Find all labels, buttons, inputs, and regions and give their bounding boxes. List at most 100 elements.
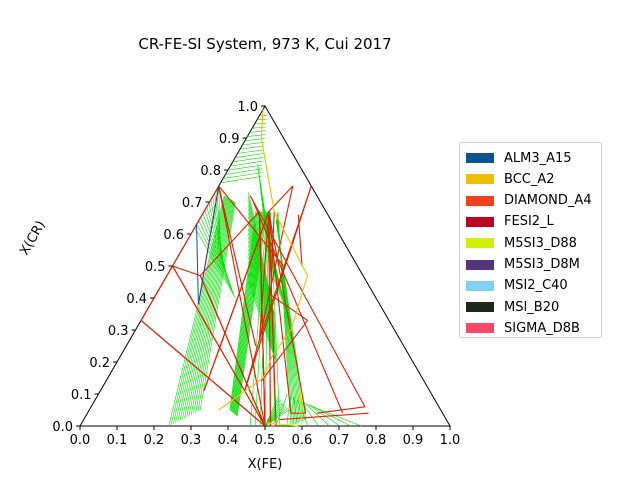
y-tick-label: 0.6	[163, 228, 184, 243]
tieline	[168, 195, 225, 427]
legend-swatch	[466, 323, 494, 334]
y-tick-label: 0.0	[52, 420, 73, 435]
tieline	[296, 398, 309, 427]
legend-swatch	[466, 259, 494, 270]
x-tick-label: 0.7	[329, 433, 350, 448]
legend-label: MSI2_C40	[504, 278, 568, 294]
legend-item: BCC_A2	[466, 169, 555, 189]
legend-item: ALM3_A15	[466, 148, 572, 168]
y-tick-label: 0.1	[71, 388, 92, 403]
tieline	[227, 164, 263, 171]
legend-swatch	[466, 195, 494, 206]
tieline	[204, 210, 230, 283]
tieline	[248, 204, 275, 321]
phase-boundary	[270, 211, 275, 295]
tieline	[248, 200, 275, 319]
x-tick-label: 0.2	[144, 433, 165, 448]
tieline	[230, 211, 257, 411]
tieline	[264, 403, 284, 427]
tieline	[230, 211, 258, 412]
tieline	[173, 196, 227, 424]
x-axis-ticks: 0.0 0.1 0.2 0.3 0.4 0.5 0.6 0.7 0.8 0.9 1.0	[70, 426, 460, 448]
phase-boundary	[299, 390, 303, 427]
three-phase-edge	[268, 211, 277, 427]
legend-item: FESI2_L	[466, 212, 554, 232]
legend-swatch	[466, 216, 494, 227]
tieline	[231, 211, 259, 412]
x-tick-label: 0.1	[107, 433, 128, 448]
x-tick-label: 0.3	[181, 433, 202, 448]
y-tick-label: 0.2	[89, 356, 110, 371]
tieline	[249, 211, 268, 427]
phase-boundary	[218, 185, 257, 347]
three-phase-edge	[244, 185, 312, 391]
legend-label: M5SI3_D8M	[504, 257, 580, 272]
three-phase-edge	[172, 265, 266, 427]
legend-label: DIAMOND_A4	[504, 193, 592, 209]
tieline	[179, 197, 229, 421]
legend-label: BCC_A2	[504, 171, 555, 187]
legend: ALM3_A15 BCC_A2 DIAMOND_A4 FESI2_L M5SI3_D88…	[459, 142, 602, 338]
legend-swatch	[466, 174, 494, 185]
tieline	[303, 401, 330, 427]
three-phase-edge	[172, 265, 201, 277]
three-phase-edge	[268, 211, 307, 414]
tieline	[252, 126, 266, 129]
tieline	[293, 397, 298, 427]
tieline	[306, 403, 341, 427]
chart-title: CR-FE-SI System, 973 K, Cui 2017	[138, 35, 391, 53]
three-phase-edge	[199, 211, 260, 276]
tieline	[234, 211, 264, 415]
legend-swatch	[466, 280, 494, 291]
y-tick-label: 1.0	[237, 100, 258, 115]
tieline	[202, 213, 231, 286]
tieline	[220, 176, 262, 184]
tieline	[236, 211, 267, 416]
y-axis-ticks: 0.0 0.1 0.2 0.3 0.4 0.5 0.6 0.7 0.8 0.9 1.0	[52, 100, 265, 435]
x-tick-label: 0.0	[70, 433, 91, 448]
y-tick-label: 0.4	[126, 292, 147, 307]
three-phase-edge	[203, 355, 218, 391]
tieline	[299, 400, 319, 427]
tieline	[186, 199, 231, 417]
phase-boundary	[251, 198, 344, 414]
tieline	[195, 201, 235, 413]
tieline	[248, 196, 275, 317]
three-phase-edge	[268, 185, 294, 212]
phase-boundary	[279, 412, 369, 421]
x-axis-label: X(FE)	[248, 457, 283, 472]
ternary-plot	[79, 105, 451, 427]
tieline	[264, 400, 281, 427]
tieline	[235, 153, 264, 158]
tieline	[184, 198, 231, 419]
tieline	[275, 393, 288, 427]
tieline	[242, 141, 265, 146]
tieline	[181, 198, 230, 420]
three-phase-edge	[258, 211, 270, 340]
tieline	[247, 134, 266, 137]
legend-item: DIAMOND_A4	[466, 191, 592, 211]
x-tick-label: 0.5	[255, 433, 276, 448]
tieline	[239, 145, 265, 150]
tieline	[177, 197, 228, 422]
phase-boundary	[297, 214, 303, 267]
legend-item: M5SI3_D88	[466, 233, 577, 253]
phase-boundary	[316, 406, 365, 414]
legend-swatch	[466, 153, 494, 163]
legend-swatch	[466, 238, 494, 249]
three-phase-edge	[199, 275, 266, 427]
x-tick-label: 0.9	[403, 433, 424, 448]
tieline	[232, 157, 264, 163]
three-phase-edge	[140, 265, 173, 321]
legend-item: MSI_B20	[466, 297, 559, 317]
three-phase-edge	[258, 185, 294, 340]
tieline	[264, 401, 283, 427]
legend-item: M5SI3_D8M	[466, 255, 580, 275]
y-tick-label: 0.3	[108, 324, 129, 339]
legend-item: SIGMA_D8B	[466, 318, 580, 338]
y-tick-label: 0.5	[145, 260, 166, 275]
legend-label: SIGMA_D8B	[504, 320, 580, 336]
phase-boundary	[196, 224, 199, 305]
tieline	[232, 211, 260, 413]
